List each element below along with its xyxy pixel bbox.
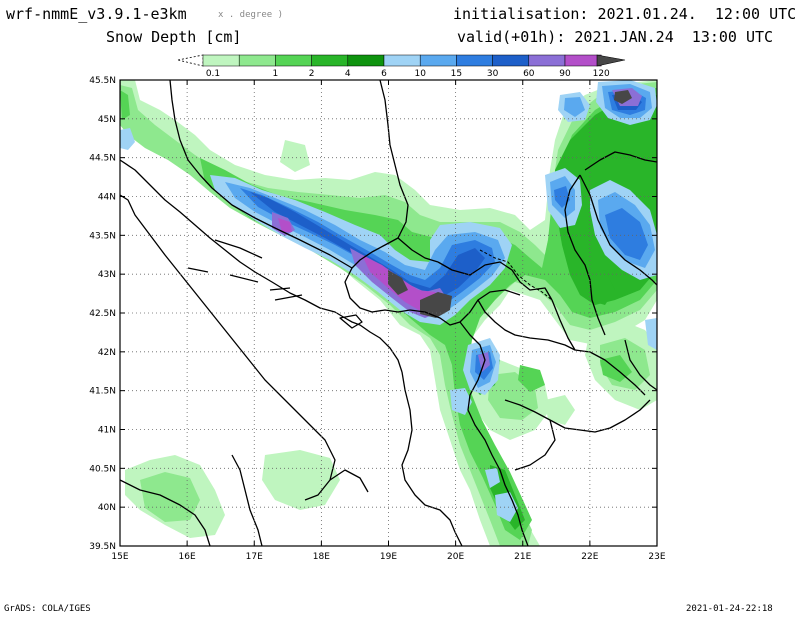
initialisation-time: initialisation: 2021.01.24. 12:00 UTC bbox=[453, 5, 797, 23]
map-area bbox=[120, 80, 657, 546]
colorbar-label: 0.1 bbox=[206, 69, 220, 79]
lon-label: 19E bbox=[380, 552, 397, 562]
colorbar-label: 120 bbox=[593, 69, 610, 79]
lat-label: 42.5N bbox=[89, 309, 116, 319]
colorbar-box bbox=[347, 54, 385, 67]
colorbar-box bbox=[528, 54, 566, 67]
colorbar-left-arrow bbox=[177, 54, 204, 67]
longitude-labels: 15E 16E 17E 18E 19E 20E 21E 22E 23E bbox=[111, 552, 665, 562]
colorbar-box bbox=[492, 54, 530, 67]
colorbar-box bbox=[202, 54, 240, 67]
colorbar-box bbox=[238, 54, 276, 67]
latitude-labels: 45.5N 45N 44.5N 44N 43.5N 43N 42.5N 42N 41.5N 41N… bbox=[89, 76, 116, 552]
lat-label: 41.5N bbox=[89, 387, 116, 397]
colorbar-label: 30 bbox=[487, 69, 499, 79]
colorbar-label: 90 bbox=[559, 69, 571, 79]
colorbar-right-arrow bbox=[596, 54, 626, 67]
colorbar-label: 15 bbox=[451, 69, 462, 79]
colorbar-label: 1 bbox=[273, 69, 279, 79]
lat-label: 45N bbox=[98, 115, 116, 125]
lon-label: 21E bbox=[514, 552, 531, 562]
coastlines-and-borders bbox=[120, 80, 657, 546]
lon-label: 16E bbox=[179, 552, 196, 562]
lon-label: 17E bbox=[246, 552, 263, 562]
colorbar: 0.1 1 2 4 6 10 15 30 60 90 120 bbox=[177, 54, 626, 79]
colorbar-box bbox=[564, 54, 602, 67]
lat-label: 41N bbox=[98, 426, 116, 436]
colorbar-label: 4 bbox=[345, 69, 351, 79]
lon-label: 15E bbox=[111, 552, 128, 562]
colorbar-box bbox=[383, 54, 421, 67]
colorbar-label: 60 bbox=[523, 69, 535, 79]
map-ticks bbox=[119, 79, 658, 547]
colorbar-label: 2 bbox=[309, 69, 315, 79]
lat-label: 43.5N bbox=[89, 231, 116, 241]
colorbar-box bbox=[456, 54, 493, 67]
lat-label: 44N bbox=[98, 193, 116, 203]
lat-label: 40.5N bbox=[89, 464, 116, 474]
lat-label: 43N bbox=[98, 270, 116, 280]
colorbar-label: 6 bbox=[381, 69, 387, 79]
colorbar-box bbox=[275, 54, 312, 67]
valid-time: valid(+01h): 2021.JAN.24 13:00 UTC bbox=[457, 28, 774, 46]
lat-label: 45.5N bbox=[89, 76, 116, 86]
lon-label: 18E bbox=[313, 552, 330, 562]
colorbar-box bbox=[311, 54, 349, 67]
lon-label: 22E bbox=[581, 552, 598, 562]
footer-grads-credit: GrADS: COLA/IGES bbox=[4, 604, 91, 614]
colorbar-box bbox=[419, 54, 457, 67]
colorbar-label: 10 bbox=[414, 69, 426, 79]
lat-label: 40N bbox=[98, 503, 116, 513]
lon-label: 20E bbox=[447, 552, 464, 562]
lat-label: 44.5N bbox=[89, 154, 116, 164]
model-title: wrf-nmmE_v3.9.1-e3km bbox=[6, 5, 187, 23]
lat-label: 42N bbox=[98, 348, 116, 358]
footer-timestamp: 2021-01-24-22:18 bbox=[686, 604, 773, 614]
lat-label: 39.5N bbox=[89, 542, 116, 552]
variable-title: Snow Depth [cm] bbox=[106, 28, 242, 46]
grid-lines bbox=[120, 80, 657, 546]
model-units-note: x . degree ) bbox=[218, 10, 284, 20]
lon-label: 23E bbox=[648, 552, 665, 562]
